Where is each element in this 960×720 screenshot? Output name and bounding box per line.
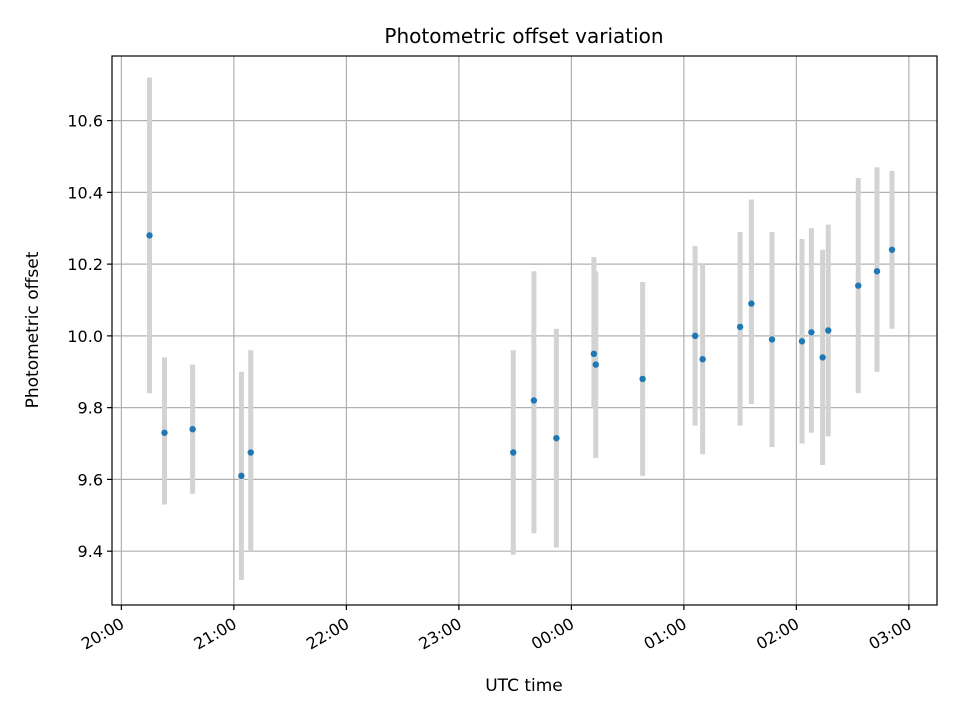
data-point [530,397,538,404]
y-tick-label: 9.6 [78,470,103,489]
y-tick-label: 10.2 [67,255,103,274]
x-axis-label: UTC time [485,676,563,696]
data-point [855,282,862,289]
data-point [888,246,896,253]
data-point [146,232,153,239]
data-point [873,268,881,275]
data-point [808,329,815,336]
chart-title: Photometric offset variation [384,24,663,48]
y-tick-label: 9.8 [78,399,103,418]
data-point [510,449,517,456]
data-point [247,449,254,456]
y-tick-label: 10.0 [67,327,103,346]
data-point [639,375,646,383]
data-point [691,332,699,340]
data-point [238,472,245,480]
y-axis-label: Photometric offset [23,251,43,408]
data-point [553,434,560,442]
data-point [748,300,755,307]
y-tick-label: 10.6 [67,112,103,131]
data-point [699,356,706,363]
data-point [798,338,806,345]
data-points [146,232,896,480]
plot-frame [111,55,938,606]
data-point [161,429,168,436]
data-point [592,361,599,368]
data-point [189,425,196,433]
data-point [825,327,832,334]
y-tick-label: 9.4 [78,542,103,561]
y-tick-label: 10.4 [67,183,103,202]
data-point [736,323,744,331]
data-point [819,354,826,361]
data-point [590,350,598,358]
data-point [768,336,776,343]
